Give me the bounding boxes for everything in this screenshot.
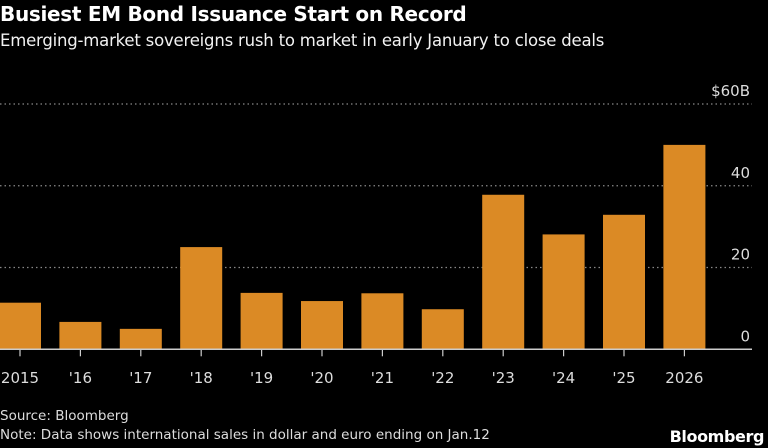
bar	[59, 321, 102, 350]
bar	[361, 293, 404, 350]
bar	[663, 144, 706, 350]
bar	[542, 234, 585, 350]
bar	[482, 194, 525, 350]
x-tick-label: '18	[190, 369, 213, 387]
bar	[421, 309, 464, 350]
x-tick-label: '22	[431, 369, 454, 387]
bar	[301, 301, 343, 350]
bar	[240, 292, 283, 350]
chart-subtitle: Emerging-market sovereigns rush to marke…	[0, 31, 605, 50]
bar	[0, 302, 41, 350]
x-tick-label: '17	[129, 369, 152, 387]
x-tick-label: 2015	[1, 369, 39, 387]
y-tick-label: 20	[731, 246, 750, 264]
chart-title: Busiest EM Bond Issuance Start on Record	[0, 2, 467, 26]
x-tick-label: '20	[310, 369, 333, 387]
x-tick-label: '23	[492, 369, 515, 387]
source-text: Source: Bloomberg	[0, 408, 129, 424]
x-tick-label: '24	[552, 369, 575, 387]
y-tick-label: 0	[740, 327, 750, 345]
y-tick-label: $60B	[711, 82, 750, 100]
bloomberg-logo: Bloomberg	[669, 427, 765, 446]
bar	[180, 247, 223, 350]
note-text: Note: Data shows international sales in …	[0, 427, 490, 443]
x-tick-label: 2026	[665, 369, 703, 387]
y-tick-label: 40	[731, 164, 750, 182]
x-tick-label: '19	[250, 369, 273, 387]
x-tick-label: '25	[612, 369, 635, 387]
x-tick-label: '16	[69, 369, 92, 387]
bar	[603, 214, 645, 350]
bar	[119, 328, 162, 350]
x-tick-label: '21	[371, 369, 394, 387]
